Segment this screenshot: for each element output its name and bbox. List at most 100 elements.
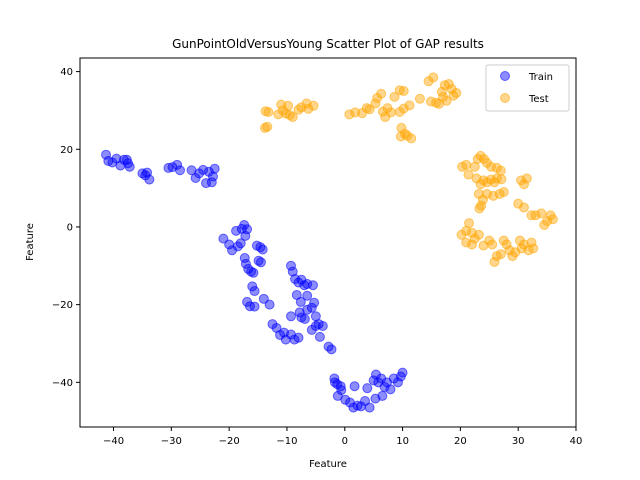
legend-label-test: Test xyxy=(528,94,549,105)
test-point xyxy=(386,107,397,118)
train-point xyxy=(232,241,243,252)
train-point xyxy=(207,171,218,182)
test-point xyxy=(438,91,449,102)
test-point xyxy=(428,72,439,83)
train-point xyxy=(295,296,306,307)
test-point xyxy=(441,95,452,106)
train-point xyxy=(335,381,346,392)
train-point xyxy=(249,286,260,297)
train-point xyxy=(255,257,266,268)
train-point xyxy=(385,384,396,395)
train-point xyxy=(242,224,253,235)
test-point xyxy=(308,100,319,111)
x-axis-label: Feature xyxy=(309,459,347,470)
train-point xyxy=(257,244,268,255)
train-point xyxy=(299,314,310,325)
test-point xyxy=(461,237,472,248)
train-point xyxy=(336,385,347,396)
test-point xyxy=(464,218,475,229)
train-point xyxy=(248,267,259,278)
test-point xyxy=(406,133,417,144)
x-tick-label: −10 xyxy=(276,436,297,447)
test-point xyxy=(461,159,472,170)
y-tick-label: 40 xyxy=(60,67,73,78)
test-point xyxy=(526,237,537,248)
x-tick-label: 10 xyxy=(396,436,409,447)
train-point xyxy=(286,311,296,322)
plot-frame xyxy=(79,57,577,428)
train-point xyxy=(231,225,242,236)
test-point xyxy=(448,90,459,101)
train-point xyxy=(314,331,325,342)
test-point xyxy=(456,229,467,240)
test-point xyxy=(443,79,454,90)
train-point xyxy=(175,165,186,176)
points-layer xyxy=(101,72,558,413)
train-point xyxy=(235,238,246,249)
x-tick-label: −20 xyxy=(219,436,240,447)
test-point xyxy=(451,87,462,98)
train-point xyxy=(326,344,337,355)
y-axis-label: Feature xyxy=(25,223,36,261)
test-point xyxy=(530,210,541,221)
test-point xyxy=(518,202,529,213)
test-point xyxy=(463,169,474,180)
train-point xyxy=(121,154,132,165)
test-point xyxy=(501,239,512,250)
train-point xyxy=(352,400,363,411)
x-tick-label: 20 xyxy=(454,436,467,447)
legend: Train Test xyxy=(485,64,570,112)
train-point xyxy=(370,393,381,404)
test-point xyxy=(262,121,273,132)
test-point xyxy=(473,229,484,240)
train-point xyxy=(309,297,320,308)
test-point xyxy=(389,91,400,102)
train-point xyxy=(218,233,229,244)
train-point xyxy=(302,304,313,315)
y-tick-label: 20 xyxy=(60,145,73,156)
test-point xyxy=(398,86,409,97)
ticks-layer: −40 −30 −20 −10 0 10 20 30 40 −40 −20 0 20 40 xyxy=(52,67,582,447)
test-point xyxy=(376,88,387,99)
test-point xyxy=(398,103,409,114)
train-point xyxy=(379,381,390,392)
train-point xyxy=(307,280,318,291)
test-point xyxy=(364,104,375,115)
train-point xyxy=(264,299,275,310)
test-point xyxy=(404,100,415,111)
train-point xyxy=(362,383,373,394)
test-point xyxy=(395,131,406,142)
x-tick-label: 30 xyxy=(512,436,525,447)
test-point xyxy=(498,187,509,198)
y-tick-label: −40 xyxy=(52,378,73,389)
train-point xyxy=(243,263,254,274)
train-point xyxy=(209,163,220,174)
train-point xyxy=(142,167,153,178)
y-tick-label: 0 xyxy=(67,222,73,233)
test-point xyxy=(521,173,532,184)
train-point xyxy=(317,321,328,332)
train-point xyxy=(364,402,375,413)
test-point xyxy=(496,174,507,185)
train-point xyxy=(392,377,403,388)
x-tick-label: 0 xyxy=(342,436,348,447)
x-tick-label: 40 xyxy=(570,436,583,447)
train-point xyxy=(329,373,340,384)
test-point xyxy=(474,203,485,214)
test-point xyxy=(303,103,314,114)
train-point xyxy=(247,281,258,292)
test-point xyxy=(466,239,477,250)
legend-marker-test xyxy=(500,93,510,103)
test-point xyxy=(414,93,425,104)
legend-box xyxy=(485,64,570,112)
test-point xyxy=(504,245,515,256)
test-point xyxy=(263,106,274,117)
train-point xyxy=(258,293,269,304)
train-point xyxy=(240,258,251,269)
y-tick-label: −20 xyxy=(52,300,73,311)
test-point xyxy=(344,109,355,120)
test-point xyxy=(542,216,553,227)
legend-label-train: Train xyxy=(528,72,553,83)
test-point xyxy=(283,100,294,111)
train-point xyxy=(370,369,381,380)
